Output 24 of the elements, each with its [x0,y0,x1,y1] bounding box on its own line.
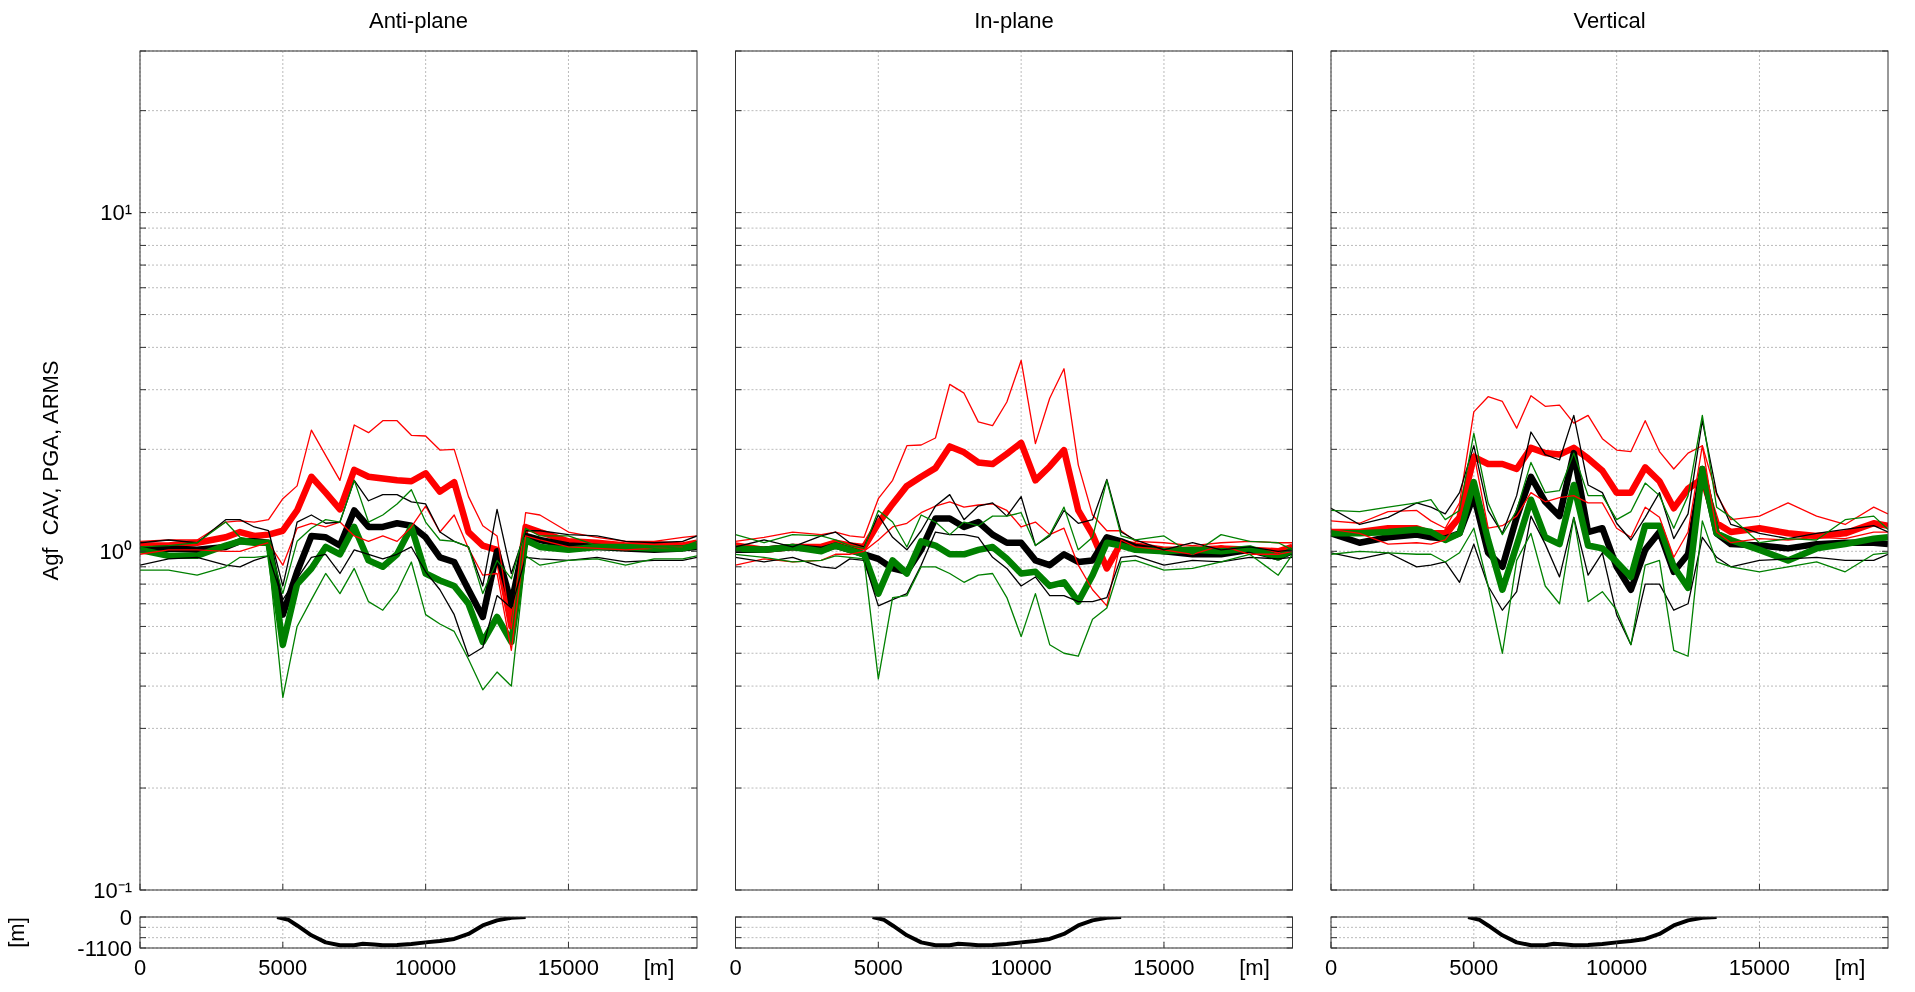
x-tick-label: 10000 [990,955,1052,980]
x-tick-label: 5000 [853,955,903,980]
y-tick-label: 10⁻¹ [93,877,132,903]
y-axis-title: Agf CAV, PGA, ARMS [38,360,63,581]
x-tick-label: 15000 [537,955,600,980]
x-axis-title: [m] [643,955,675,980]
x-tick-label: 5000 [258,955,308,980]
x-tick-label: 0 [1324,955,1338,980]
x-tick-label: 15000 [1728,955,1791,980]
chart-title: Vertical [1573,8,1646,33]
chart-title: Anti-plane [368,8,469,33]
x-tick-label: 5000 [1449,955,1499,980]
y-axis-title: [m] [4,917,29,948]
y-tick-label: 10⁰ [99,539,132,564]
x-axis-title: [m] [1834,955,1866,980]
y-tick-label: 0 [119,904,132,930]
y-tick-label: -1100 [77,935,132,961]
y-tick-label: 10¹ [100,200,132,226]
x-axis-title: [m] [1239,955,1270,980]
x-tick-label: 10000 [1586,955,1648,980]
x-tick-label: 10000 [395,955,457,980]
x-tick-label: 15000 [1133,955,1195,980]
x-tick-label: 0 [729,955,742,980]
chart-title: In-plane [974,8,1054,33]
